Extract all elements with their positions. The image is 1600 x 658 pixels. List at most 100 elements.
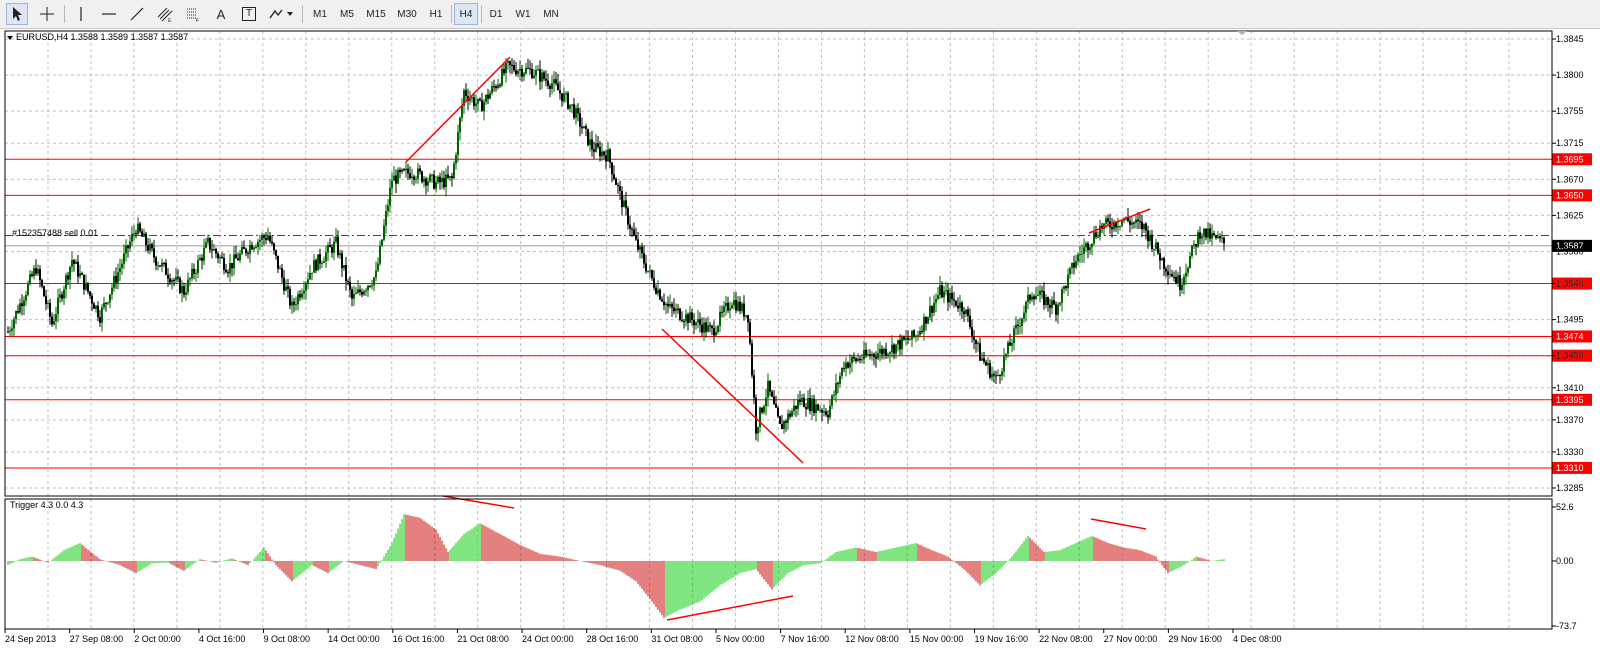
timeframe-mn-button[interactable]: MN <box>538 3 564 25</box>
candle-body <box>283 277 285 291</box>
candle-body <box>717 326 719 332</box>
price-chart[interactable]: 1.3695 1.3650 1.3540 1.3474 1.3450 1.3395 1.33… <box>0 29 1600 658</box>
price-tick-label: 1.3540 <box>1556 279 1584 289</box>
text-label-tool-button[interactable]: T <box>238 3 260 25</box>
candle-body <box>357 289 359 293</box>
candle-body <box>765 397 767 407</box>
candle-body <box>73 260 75 264</box>
candle-body <box>1207 228 1209 238</box>
candle-body <box>451 176 453 179</box>
text-label-icon: T <box>242 7 256 21</box>
candle-body <box>853 356 855 359</box>
horizontal-line-tool-button[interactable] <box>98 3 120 25</box>
candle-body <box>609 149 611 163</box>
chart-window[interactable]: 1.3695 1.3650 1.3540 1.3474 1.3450 1.3395 1.33… <box>0 29 1600 658</box>
candle-body <box>769 380 771 392</box>
candle-body <box>319 254 321 264</box>
cursor-tool-button[interactable] <box>6 3 28 25</box>
toolbar-separator <box>451 5 452 23</box>
candle-body <box>39 268 41 281</box>
candle-body <box>1131 222 1133 225</box>
candle-body <box>189 278 191 280</box>
candle-body <box>533 75 535 78</box>
timeframe-m15-button[interactable]: M15 <box>362 3 390 25</box>
candle-body <box>491 86 493 94</box>
candle-body <box>1061 289 1063 303</box>
crosshair-tool-button[interactable] <box>36 3 58 25</box>
vertical-line-tool-button[interactable] <box>70 3 92 25</box>
timeframe-label: MN <box>543 8 559 20</box>
arrows-tool-button[interactable] <box>266 3 296 25</box>
timeframe-d1-button[interactable]: D1 <box>484 3 508 25</box>
equidistant-channel-tool-button[interactable]: E <box>154 3 176 25</box>
candle-body <box>229 263 231 274</box>
candle-body <box>909 339 911 341</box>
candle-body <box>525 67 527 74</box>
candle-body <box>345 265 347 282</box>
candle-body <box>721 311 723 313</box>
candle-body <box>1123 219 1125 221</box>
candle-body <box>261 235 263 241</box>
time-tick-label: 24 Sep 2013 <box>5 634 56 644</box>
candle-body <box>97 305 99 318</box>
candle-body <box>1135 219 1137 223</box>
candle-body <box>1053 300 1055 305</box>
candle-body <box>641 246 643 254</box>
candle-body <box>429 174 431 182</box>
candle-body <box>423 178 425 182</box>
candle-body <box>17 311 19 313</box>
time-tick-label: 9 Oct 08:00 <box>264 634 311 644</box>
candle-body <box>385 211 387 226</box>
timeframe-m30-button[interactable]: M30 <box>393 3 421 25</box>
time-tick-label: 24 Oct 00:00 <box>522 634 574 644</box>
price-tick-label: 1.3845 <box>1556 34 1584 44</box>
timeframe-label: M30 <box>397 8 417 20</box>
candle-body <box>143 233 145 237</box>
timeframe-m1-button[interactable]: M1 <box>308 3 332 25</box>
time-tick-label: 27 Sep 08:00 <box>70 634 124 644</box>
candle-body <box>331 247 333 253</box>
candle-body <box>907 337 909 340</box>
candle-body <box>859 358 861 361</box>
candle-body <box>601 151 603 157</box>
candle-body <box>615 179 617 185</box>
candle-body <box>161 262 163 267</box>
candle-body <box>295 304 297 306</box>
candle-body <box>173 280 175 282</box>
candle-body <box>1223 237 1225 244</box>
candle-body <box>1203 228 1205 237</box>
candle-body <box>129 241 131 249</box>
candle-body <box>65 275 67 290</box>
candle-body <box>779 416 781 424</box>
timeframe-h4-button[interactable]: H4 <box>454 3 478 25</box>
fibonacci-tool-button[interactable]: F <box>182 3 204 25</box>
price-tick-label: 1.3410 <box>1556 383 1584 393</box>
candle-body <box>1157 242 1159 254</box>
level-label: 1.3474 <box>1556 331 1584 341</box>
candle-body <box>635 235 637 240</box>
candle-body <box>709 325 711 327</box>
text-tool-button[interactable]: A <box>210 3 232 25</box>
candle-body <box>799 399 801 402</box>
timeframe-m5-button[interactable]: M5 <box>335 3 359 25</box>
candle-body <box>617 184 619 187</box>
candle-body <box>281 268 283 278</box>
candle-body <box>623 200 625 208</box>
trendline-icon <box>130 7 144 21</box>
candle-body <box>449 176 451 178</box>
candle-body <box>833 394 835 396</box>
candle-body <box>733 299 735 306</box>
candle-body <box>1009 342 1011 346</box>
candle-body <box>201 257 203 261</box>
timeframe-w1-button[interactable]: W1 <box>511 3 535 25</box>
trendline-tool-button[interactable] <box>126 3 148 25</box>
candle-body <box>655 287 657 294</box>
candle-body <box>1001 371 1003 376</box>
candle-body <box>645 263 647 272</box>
candle-body <box>559 90 561 94</box>
timeframe-h1-button[interactable]: H1 <box>424 3 448 25</box>
candle-body <box>1137 219 1139 222</box>
candle-body <box>759 407 761 428</box>
indicator-tick-label: 0.00 <box>1556 556 1574 566</box>
candle-body <box>41 280 43 287</box>
